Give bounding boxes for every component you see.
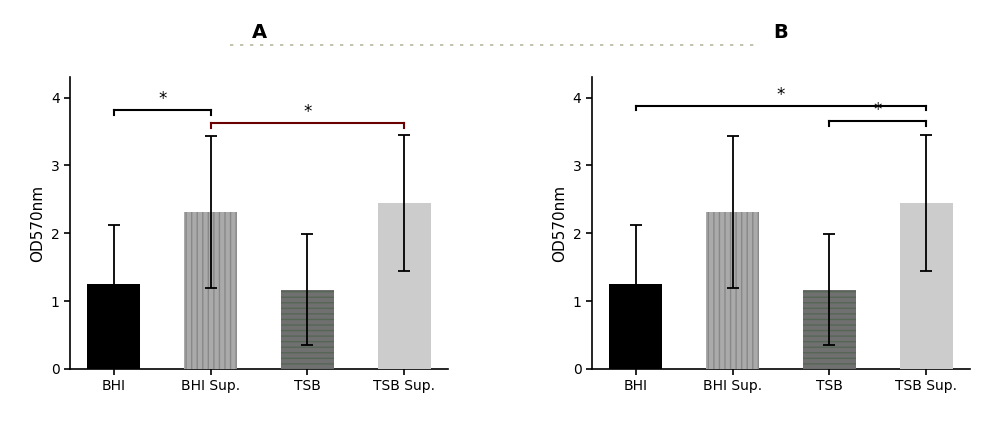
Bar <box>184 211 237 369</box>
Title: A: A <box>252 23 267 42</box>
Bar <box>803 290 856 369</box>
Bar <box>706 211 759 369</box>
Bar <box>281 290 334 369</box>
Text: *: * <box>777 86 785 104</box>
Title: B: B <box>774 23 788 42</box>
Text: *: * <box>158 90 166 108</box>
Bar <box>900 203 953 369</box>
Text: *: * <box>874 101 882 119</box>
Bar <box>87 284 140 369</box>
Bar <box>378 203 431 369</box>
Bar <box>609 284 662 369</box>
Text: *: * <box>303 103 312 121</box>
Y-axis label: OD570nm: OD570nm <box>552 184 567 262</box>
Y-axis label: OD570nm: OD570nm <box>30 184 45 262</box>
